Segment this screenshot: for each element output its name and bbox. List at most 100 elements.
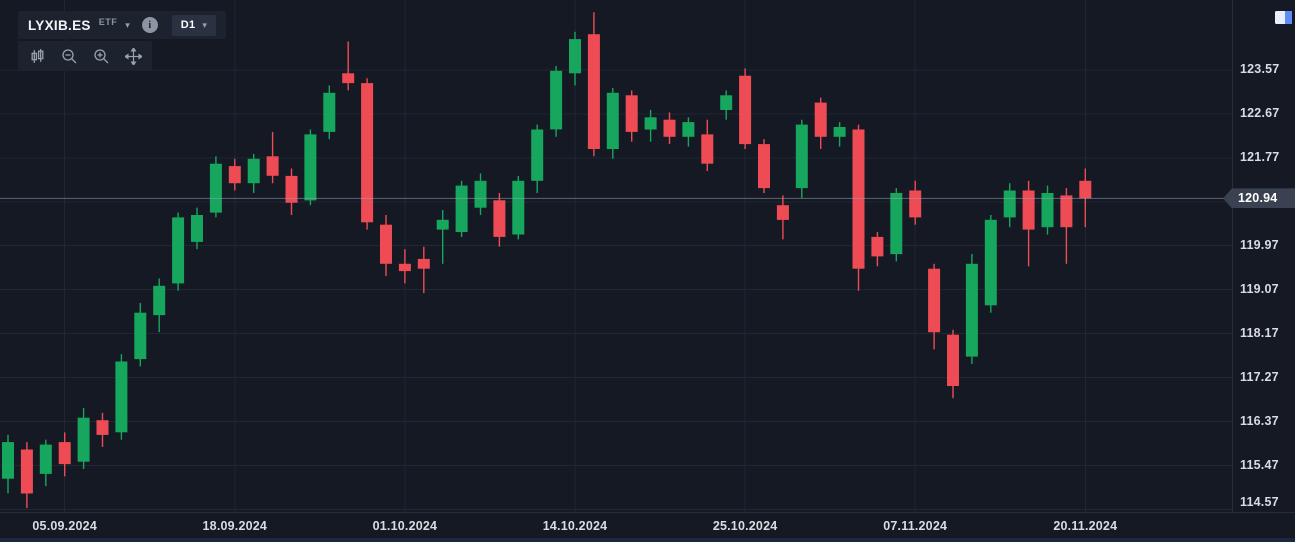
- candle-body: [871, 236, 884, 257]
- last-price-badge: 120.94: [1223, 188, 1295, 209]
- candle-body: [58, 442, 71, 465]
- candlestick-icon: [29, 48, 46, 65]
- candle-body: [852, 129, 865, 269]
- candle-body: [1060, 195, 1073, 228]
- time-axis-label: 18.09.2024: [202, 519, 268, 533]
- move-arrows-icon: [124, 47, 142, 65]
- time-axis-label: 14.10.2024: [542, 519, 608, 533]
- candle-body: [39, 444, 52, 474]
- candle-body: [625, 95, 638, 132]
- price-axis[interactable]: 123.57 122.67 121.77 119.97 119.07 118.17 117.…: [1223, 0, 1295, 512]
- price-axis-label: 119.07: [1240, 281, 1279, 296]
- candle-body: [569, 39, 581, 74]
- candle-body: [285, 175, 298, 203]
- candle-body: [587, 34, 600, 150]
- price-axis-label: 119.97: [1240, 237, 1279, 252]
- timeframe-value: D1: [180, 19, 196, 31]
- candle-body: [701, 134, 714, 164]
- candle-body: [776, 205, 789, 220]
- candle-body: [1041, 193, 1054, 228]
- candle-body: [361, 83, 374, 223]
- candle-body: [493, 200, 506, 237]
- horizontal-scrollbar[interactable]: [0, 538, 1295, 542]
- candle-body: [153, 285, 166, 316]
- candle-body: [984, 219, 997, 306]
- candlestick-chart[interactable]: [0, 0, 1232, 512]
- sidebar-toggle-button[interactable]: [1274, 10, 1294, 26]
- candle-body: [720, 95, 733, 110]
- candle-body: [115, 361, 128, 433]
- candle-body: [77, 417, 90, 462]
- candle-body: [606, 92, 619, 149]
- candle-body: [323, 92, 336, 132]
- candle-body: [398, 263, 411, 272]
- candle-body: [909, 190, 922, 218]
- candle-body: [758, 144, 770, 189]
- candle-body: [436, 219, 449, 230]
- candle-body: [663, 119, 676, 137]
- time-axis-label: 25.10.2024: [712, 519, 778, 533]
- instrument-header: LYXIB.ES ETF ▾ i D1 ▾: [18, 11, 226, 39]
- time-axis-label: 07.11.2024: [883, 519, 948, 533]
- price-axis-label: 116.37: [1240, 413, 1279, 428]
- magnifier-minus-icon: [61, 48, 78, 65]
- candle-body: [134, 312, 147, 360]
- symbol-name[interactable]: LYXIB.ES: [28, 17, 91, 33]
- candle-body: [2, 442, 14, 479]
- candle-body: [965, 263, 978, 357]
- chevron-down-icon: ▾: [202, 19, 207, 30]
- candle-body: [20, 449, 33, 494]
- candle-body: [342, 73, 355, 84]
- chart-type-button[interactable]: [21, 43, 53, 69]
- candle-body: [417, 258, 430, 269]
- candle-body: [228, 166, 241, 184]
- price-axis-label: 121.77: [1240, 149, 1280, 164]
- candle-body: [928, 268, 941, 333]
- price-axis-label: 122.67: [1240, 105, 1280, 120]
- candle-body: [531, 129, 544, 181]
- price-axis-label: 114.57: [1240, 495, 1279, 509]
- time-axis[interactable]: 05.09.2024 18.09.2024 01.10.2024 14.10.2024…: [0, 512, 1295, 542]
- price-axis-label: 117.27: [1240, 369, 1279, 384]
- price-axis-label: 123.57: [1240, 61, 1280, 76]
- candle-body: [209, 163, 222, 213]
- info-icon[interactable]: i: [141, 17, 158, 33]
- candle-body: [814, 102, 827, 137]
- candle-body: [739, 75, 752, 145]
- panel-toggle-icon: [1274, 11, 1294, 29]
- candle-body: [96, 420, 109, 435]
- price-axis-label: 118.17: [1240, 325, 1279, 340]
- candle-body: [682, 122, 695, 137]
- candle-body: [1022, 190, 1035, 230]
- candle-body: [550, 70, 563, 130]
- candle-body: [795, 124, 808, 189]
- price-axis-label: 115.47: [1240, 457, 1279, 472]
- time-axis-label: 01.10.2024: [372, 519, 438, 533]
- candle-body: [947, 334, 959, 386]
- instrument-type-label: ETF: [98, 17, 118, 27]
- pan-button[interactable]: [117, 43, 149, 69]
- candle-body: [380, 224, 392, 264]
- zoom-in-button[interactable]: [85, 43, 117, 69]
- candle-body: [455, 185, 468, 232]
- candle-body: [191, 215, 203, 242]
- time-axis-label: 20.11.2024: [1053, 519, 1118, 533]
- candle-body: [266, 156, 279, 176]
- candle-body: [474, 180, 487, 208]
- candle-body: [172, 217, 185, 284]
- zoom-out-button[interactable]: [53, 43, 85, 69]
- candle-body: [890, 193, 903, 255]
- candle-body: [833, 127, 846, 137]
- candle-body: [247, 158, 260, 184]
- candle-body: [1003, 190, 1016, 218]
- chevron-down-icon[interactable]: ▾: [125, 19, 130, 30]
- candle-body: [512, 180, 525, 235]
- time-axis-label: 05.09.2024: [32, 519, 97, 533]
- candle-body: [304, 134, 317, 201]
- magnifier-plus-icon: [93, 48, 110, 65]
- timeframe-select[interactable]: D1 ▾: [171, 14, 216, 36]
- chart-toolbar: [18, 41, 152, 71]
- candle-body: [1079, 180, 1092, 199]
- candle-body: [644, 117, 657, 130]
